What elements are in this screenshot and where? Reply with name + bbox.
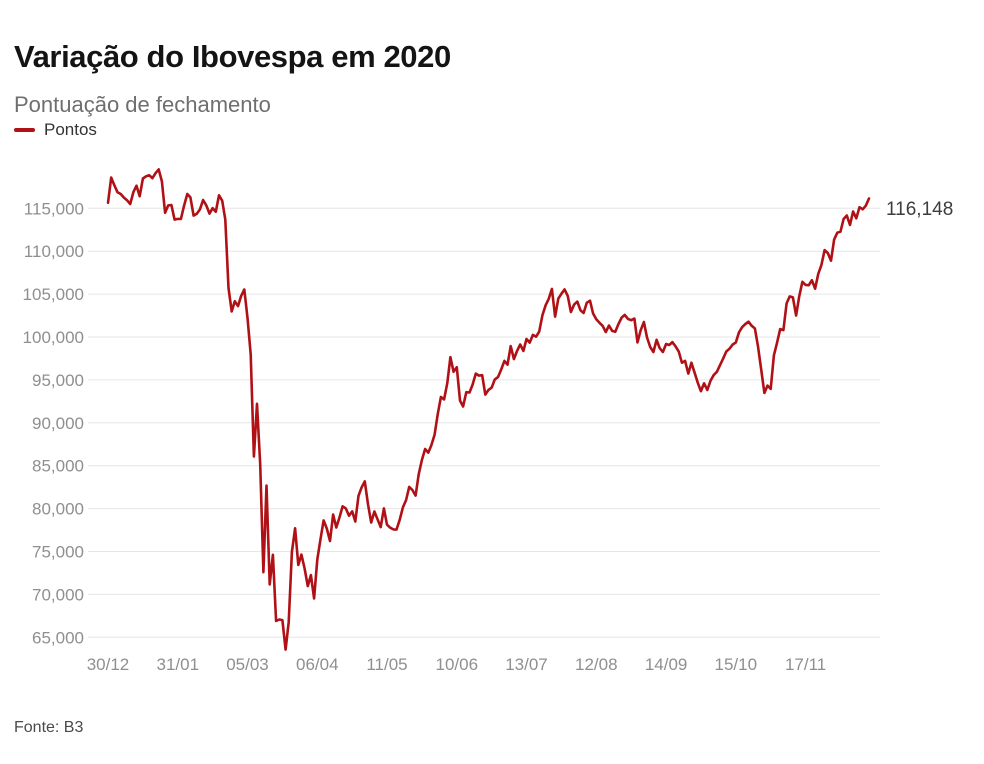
y-axis-tick-label: 115,000	[24, 199, 84, 218]
x-axis-tick-label: 11/05	[366, 655, 407, 674]
y-axis-tick-label: 90,000	[32, 414, 84, 433]
x-axis-tick-label: 15/10	[715, 655, 758, 674]
x-axis-tick-label: 06/04	[296, 655, 339, 674]
legend-line-swatch	[14, 128, 35, 132]
y-axis-tick-label: 95,000	[32, 371, 84, 390]
x-axis-tick-label: 05/03	[226, 655, 269, 674]
chart-subtitle: Pontuação de fechamento	[14, 92, 271, 117]
y-axis-tick-label: 100,000	[23, 328, 84, 347]
x-axis-tick-label: 30/12	[87, 655, 130, 674]
page-title: Variação do Ibovespa em 2020	[14, 38, 451, 74]
y-axis-tick-label: 105,000	[23, 285, 84, 304]
chart-legend: Pontos	[14, 120, 97, 140]
x-axis-tick-label: 13/07	[505, 655, 548, 674]
y-axis-tick-label: 80,000	[32, 500, 84, 519]
last-value-label: 116,148	[886, 199, 953, 220]
series-line-pontos	[106, 168, 871, 651]
legend-series-label: Pontos	[44, 120, 97, 139]
y-axis-tick-label: 85,000	[32, 457, 84, 476]
x-axis-tick-label: 12/08	[575, 655, 618, 674]
y-axis-tick-label: 65,000	[32, 628, 84, 647]
y-axis-tick-label: 75,000	[32, 543, 84, 562]
x-axis-tick-label: 17/11	[785, 655, 826, 674]
x-axis-tick-label: 31/01	[157, 655, 200, 674]
x-axis-tick-label: 10/06	[436, 655, 479, 674]
source-note: Fonte: B3	[14, 719, 84, 736]
x-axis-tick-label: 14/09	[645, 655, 688, 674]
y-axis-tick-label: 110,000	[24, 242, 84, 261]
y-axis-tick-label: 70,000	[32, 585, 84, 604]
